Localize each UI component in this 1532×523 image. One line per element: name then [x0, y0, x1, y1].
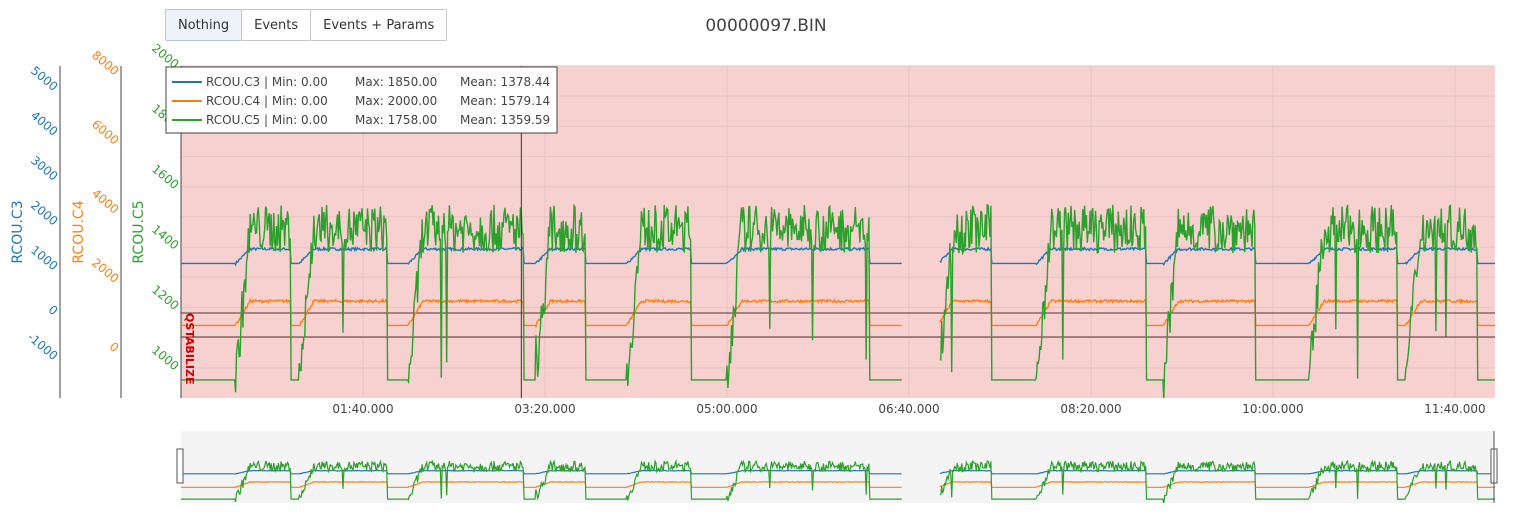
y-tick-label: 4000 [89, 186, 121, 216]
range-slider-handle-left [176, 448, 184, 484]
y-axes: -1000 0 1000 2000 3000 4000 5000 RCOU.C3 0 2000 40… [10, 41, 182, 398]
events-params-button[interactable]: Events + Params [310, 9, 448, 41]
y-tick-label: 2000 [89, 255, 121, 285]
series-lines[interactable] [181, 203, 1495, 400]
y-tick-label: 8000 [89, 48, 121, 78]
range-slider-line [181, 458, 1495, 503]
events-button[interactable]: Events [241, 9, 312, 41]
range-slider-line [181, 469, 1495, 475]
y-axis-title: RCOU.C5 [131, 200, 147, 263]
legend-max: Max: 2000.00 [355, 94, 437, 108]
y-tick-label: 3000 [28, 153, 60, 183]
y-tick-label: 1400 [149, 222, 181, 252]
x-tick-label: 11:40.000 [1424, 402, 1485, 416]
mode-annotation: QSTABILIZE [183, 313, 196, 385]
legend-mean: Mean: 1378.44 [460, 75, 550, 89]
legend-box [165, 66, 558, 134]
series-line-RCOU.C3 [181, 245, 1495, 267]
y-tick-label: 0 [46, 302, 61, 318]
range-slider-traces [181, 458, 1495, 503]
series-line-RCOU.C5 [181, 203, 1495, 398]
view-mode-toolbar: Nothing Events Events + Params [165, 9, 448, 41]
y-tick-label: 1600 [149, 162, 181, 192]
range-slider[interactable] [176, 431, 1498, 503]
grid [181, 65, 1495, 398]
y-axis-title: RCOU.C3 [10, 200, 26, 263]
y-tick-label: 1200 [149, 282, 181, 312]
legend-mean: Mean: 1579.14 [460, 94, 550, 108]
y-tick-label: 2000 [28, 198, 60, 228]
y-tick-label: 1000 [28, 243, 60, 273]
legend: RCOU.C3 | Min: 0.00 Max: 1850.00 Mean: 137… [165, 66, 558, 134]
y-tick-label: 1000 [149, 343, 181, 373]
legend-name: RCOU.C3 | Min: 0.00 [206, 75, 328, 89]
legend-mean: Mean: 1359.59 [460, 113, 550, 127]
y-tick-label: -1000 [25, 330, 61, 363]
x-tick-label: 10:00.000 [1242, 402, 1303, 416]
y-axis-title: RCOU.C4 [71, 200, 87, 263]
x-tick-label: 05:00.000 [696, 402, 757, 416]
y-tick-label: 4000 [28, 108, 60, 138]
chart-title: 00000097.BIN [705, 16, 827, 36]
legend-max: Max: 1850.00 [355, 75, 437, 89]
x-tick-label: 08:20.000 [1060, 402, 1121, 416]
nothing-button[interactable]: Nothing [165, 9, 243, 41]
y-tick-label: 0 [107, 339, 122, 355]
y-tick-label: 5000 [28, 63, 60, 93]
y-tick-label: 6000 [89, 117, 121, 147]
x-tick-label: 06:40.000 [878, 402, 939, 416]
legend-max: Max: 1758.00 [355, 113, 437, 127]
x-tick-label: 03:20.000 [514, 402, 575, 416]
legend-name: RCOU.C4 | Min: 0.00 [206, 94, 328, 108]
x-tick-label: 01:40.000 [332, 402, 393, 416]
x-axis: 01:40.000 03:20.000 05:00.000 06:40.000 08:2… [332, 402, 1485, 416]
legend-name: RCOU.C5 | Min: 0.00 [206, 113, 328, 127]
